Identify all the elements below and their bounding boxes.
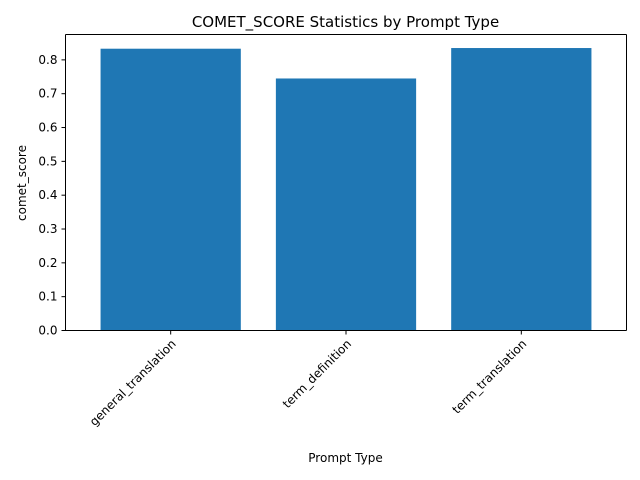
y-axis-ticks: 0.0 0.1 0.2 0.3 0.4 0.5 0.6 0.7 0.8 — [38, 53, 66, 338]
y-axis-label: comet_score — [15, 145, 29, 221]
y-tick-label: 0.8 — [38, 53, 57, 67]
y-tick-label: 0.3 — [38, 222, 57, 236]
plot-frame — [65, 34, 627, 331]
chart-title: COMET_SCORE Statistics by Prompt Type — [192, 13, 499, 32]
x-tick-label: general_translation — [87, 337, 179, 429]
y-tick-label: 0.4 — [38, 188, 57, 202]
y-tick-label: 0.7 — [38, 87, 57, 101]
x-axis-label: Prompt Type — [308, 451, 382, 465]
y-tick-label: 0.0 — [38, 324, 57, 338]
x-tick-label: term_translation — [450, 337, 530, 417]
x-tick-label: term_definition — [280, 337, 354, 411]
y-tick-label: 0.1 — [38, 290, 57, 304]
y-tick-label: 0.5 — [38, 154, 57, 168]
bars-layer — [100, 48, 592, 331]
bar-term-translation — [451, 48, 592, 331]
y-tick-label: 0.6 — [38, 121, 57, 135]
bar-term-definition — [275, 78, 417, 331]
x-axis-ticks: general_translation term_definition term_t… — [87, 330, 530, 429]
y-tick-label: 0.2 — [38, 256, 57, 270]
bar-general-translation — [100, 48, 241, 331]
